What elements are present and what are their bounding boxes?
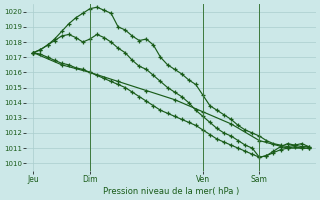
X-axis label: Pression niveau de la mer( hPa ): Pression niveau de la mer( hPa ) <box>103 187 239 196</box>
